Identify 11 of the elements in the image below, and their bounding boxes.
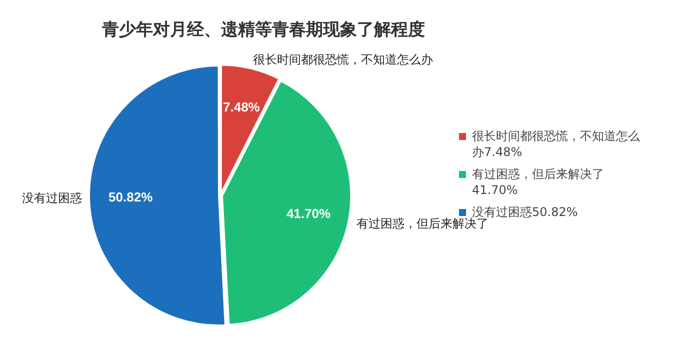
data-label: 50.82% bbox=[108, 189, 154, 204]
category-label: 没有过困惑50.82% bbox=[472, 205, 578, 219]
data-label: 7.48% bbox=[223, 100, 260, 115]
data-label: 41.70% bbox=[286, 206, 331, 221]
slice-label: 有过困惑，但后来解决了 bbox=[356, 216, 488, 230]
slice-label: 很长时间都很恐慌，不知道怎么办 bbox=[252, 52, 433, 67]
text: 41.70% bbox=[472, 183, 518, 197]
chart-title: 青少年对月经、遗精等青春期现象了解程度 bbox=[101, 19, 426, 41]
slice-label: 没有过困惑 bbox=[22, 191, 82, 206]
category-label: 很长时间都很恐慌，不知道怎么办7.48% bbox=[472, 129, 640, 159]
legend-label: 有过困惑，但后来解决了 bbox=[472, 167, 604, 181]
